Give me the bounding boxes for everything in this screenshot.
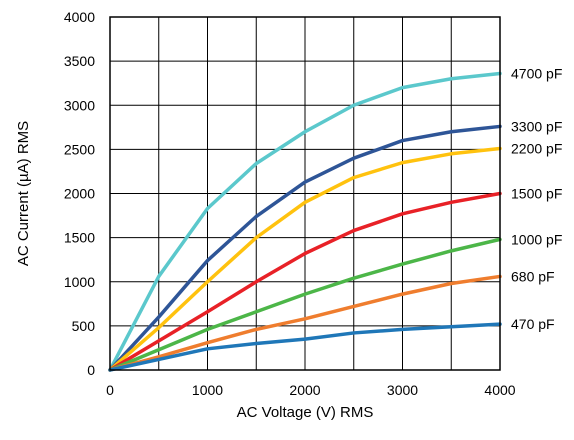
y-axis-title: AC Current (µA) RMS <box>15 121 32 266</box>
x-tick-label: 2000 <box>289 382 320 398</box>
series-label: 4700 pF <box>511 65 562 81</box>
series-label: 680 pF <box>511 268 555 284</box>
plot-frame <box>109 16 501 371</box>
x-tick-label: 4000 <box>484 382 515 398</box>
series-line <box>108 274 502 372</box>
series-labels: 4700 pF 3300 pF 2200 pF 1500 pF 1000 pF 680 p… <box>511 65 562 332</box>
y-tick-label: 4000 <box>64 9 95 25</box>
x-tick-label: 0 <box>106 382 114 398</box>
series-line <box>108 191 502 372</box>
y-tick-label: 1500 <box>64 230 95 246</box>
x-tick-label: 3000 <box>387 382 418 398</box>
series-lines <box>108 71 502 372</box>
series-label: 1500 pF <box>511 186 562 202</box>
y-tick-label: 500 <box>72 318 96 334</box>
y-tick-label: 2000 <box>64 186 95 202</box>
x-tick-labels: 0 1000 2000 3000 4000 <box>106 382 516 398</box>
series-line <box>108 124 502 372</box>
series-label: 3300 pF <box>511 118 562 134</box>
x-tick-label: 1000 <box>192 382 223 398</box>
y-tick-label: 1000 <box>64 274 95 290</box>
series-line <box>108 71 502 372</box>
series-line <box>108 146 502 372</box>
series-label: 1000 pF <box>511 231 562 247</box>
y-tick-labels: 0 500 1000 1500 2000 2500 3000 3500 4000 <box>64 9 95 378</box>
y-tick-label: 2500 <box>64 141 95 157</box>
series-line <box>108 237 502 372</box>
y-tick-label: 3000 <box>64 97 95 113</box>
y-tick-label: 3500 <box>64 53 95 69</box>
x-axis-title: AC Voltage (V) RMS <box>237 404 374 421</box>
series-label: 470 pF <box>511 316 555 332</box>
series-line <box>108 322 502 372</box>
series-label: 2200 pF <box>511 140 562 156</box>
y-tick-label: 0 <box>87 362 95 378</box>
